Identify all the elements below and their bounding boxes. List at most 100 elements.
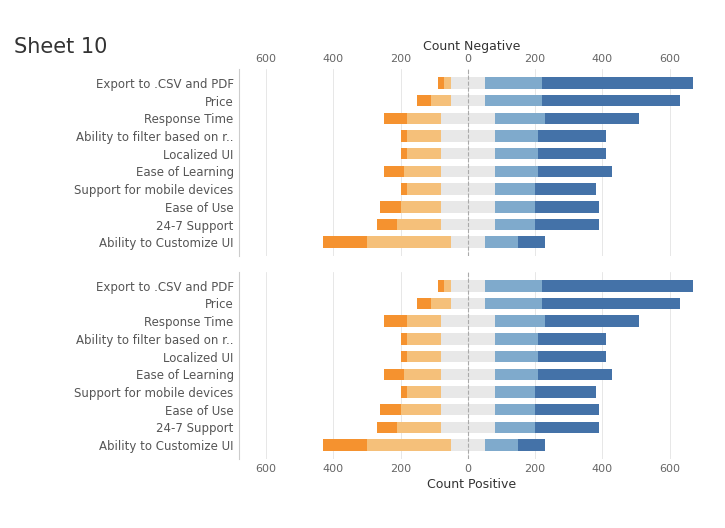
Bar	[441, 315, 468, 327]
Bar	[494, 148, 539, 159]
Bar	[468, 280, 485, 291]
Bar	[441, 166, 468, 177]
Bar	[401, 148, 407, 159]
Bar	[384, 369, 404, 380]
Bar	[401, 130, 407, 142]
Bar	[494, 201, 535, 213]
Bar	[468, 422, 494, 433]
Bar	[431, 298, 451, 309]
Bar	[401, 183, 407, 195]
Bar	[468, 298, 485, 309]
Bar	[539, 130, 606, 142]
Bar	[468, 439, 485, 451]
Bar	[485, 237, 518, 248]
Bar	[468, 333, 494, 345]
Bar	[494, 166, 539, 177]
Bar	[542, 95, 680, 106]
Bar	[485, 298, 542, 309]
Bar	[438, 280, 444, 291]
Bar	[418, 298, 431, 309]
Bar	[441, 148, 468, 159]
Bar	[494, 315, 545, 327]
Bar	[518, 237, 545, 248]
Bar	[401, 333, 407, 345]
Bar	[441, 404, 468, 416]
Bar	[468, 77, 485, 89]
Bar	[401, 404, 441, 416]
Bar	[381, 404, 401, 416]
Text: Sheet 10: Sheet 10	[14, 37, 108, 57]
Bar	[367, 237, 451, 248]
Bar	[441, 351, 468, 362]
Bar	[539, 333, 606, 345]
Bar	[451, 237, 468, 248]
Bar	[438, 77, 444, 89]
Bar	[441, 183, 468, 195]
Bar	[323, 237, 367, 248]
Bar	[468, 315, 494, 327]
Bar	[404, 166, 441, 177]
Bar	[431, 95, 451, 106]
Bar	[407, 333, 441, 345]
Bar	[407, 130, 441, 142]
Bar	[401, 386, 407, 398]
Bar	[407, 148, 441, 159]
Bar	[542, 280, 693, 291]
Bar	[494, 183, 535, 195]
Bar	[468, 95, 485, 106]
Bar	[494, 112, 545, 124]
Bar	[539, 148, 606, 159]
Bar	[494, 369, 539, 380]
Bar	[494, 351, 539, 362]
Bar	[494, 386, 535, 398]
Bar	[535, 183, 596, 195]
Bar	[494, 404, 535, 416]
Bar	[485, 280, 542, 291]
Bar	[518, 439, 545, 451]
Bar	[468, 369, 494, 380]
Bar	[407, 112, 441, 124]
Bar	[468, 237, 485, 248]
Bar	[441, 219, 468, 230]
Bar	[539, 369, 613, 380]
Bar	[451, 439, 468, 451]
Bar	[451, 95, 468, 106]
Bar	[407, 386, 441, 398]
Bar	[367, 439, 451, 451]
X-axis label: Count Positive: Count Positive	[427, 478, 515, 491]
Bar	[401, 201, 441, 213]
Bar	[384, 315, 407, 327]
Bar	[545, 315, 639, 327]
Bar	[451, 77, 468, 89]
Bar	[323, 439, 367, 451]
Bar	[407, 351, 441, 362]
Bar	[441, 201, 468, 213]
Bar	[468, 386, 494, 398]
Bar	[451, 298, 468, 309]
Bar	[468, 183, 494, 195]
Bar	[451, 280, 468, 291]
Bar	[377, 422, 397, 433]
Bar	[535, 404, 599, 416]
Bar	[384, 112, 407, 124]
Bar	[397, 219, 441, 230]
Bar	[441, 112, 468, 124]
Bar	[494, 422, 535, 433]
Bar	[468, 130, 494, 142]
Bar	[485, 95, 542, 106]
Bar	[494, 130, 539, 142]
Bar	[545, 112, 639, 124]
Bar	[468, 148, 494, 159]
Bar	[535, 422, 599, 433]
X-axis label: Count Negative: Count Negative	[423, 40, 520, 53]
Bar	[542, 298, 680, 309]
Bar	[441, 333, 468, 345]
Bar	[539, 351, 606, 362]
Bar	[468, 112, 494, 124]
Bar	[542, 77, 693, 89]
Bar	[485, 439, 518, 451]
Bar	[539, 166, 613, 177]
Bar	[444, 77, 451, 89]
Bar	[468, 404, 494, 416]
Bar	[535, 386, 596, 398]
